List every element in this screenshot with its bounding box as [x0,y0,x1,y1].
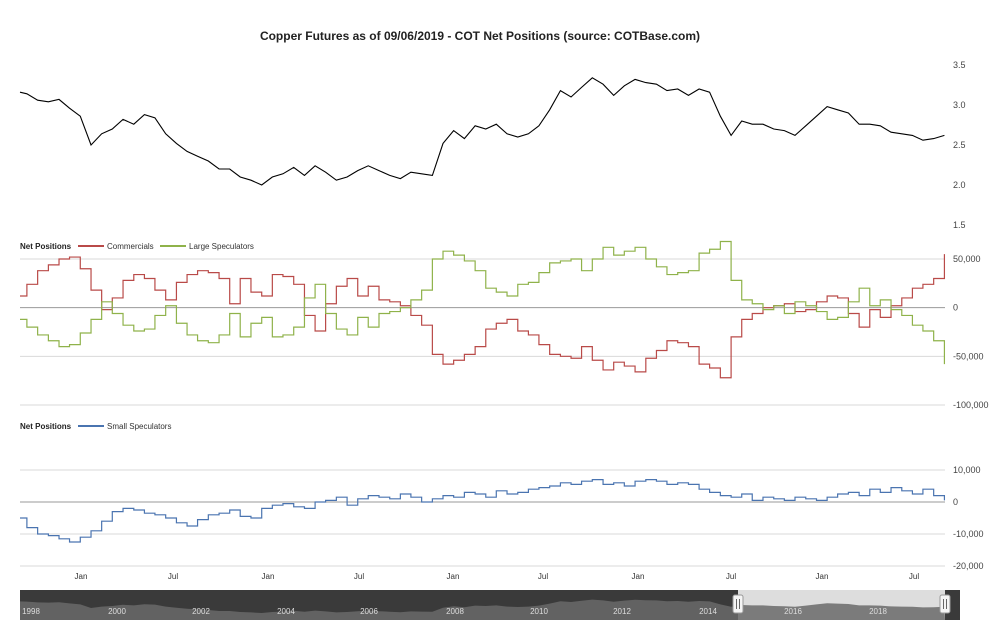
navigator-year-label: 2006 [360,607,378,616]
x-axis-label: Jan [447,572,460,581]
chart-title: Copper Futures as of 09/06/2019 - COT Ne… [260,29,700,43]
price-y-tick: 3.0 [953,100,966,110]
small-panel: Net Positions Small Speculators 10,000 0 -10… [20,422,984,571]
large-speculators-line [20,240,946,365]
price-y-tick: 2.5 [953,140,966,150]
x-axis-label: Jul [354,572,364,581]
small-speculators-line [20,479,946,543]
small-speculators-legend-label: Small Speculators [107,422,171,431]
cot-y-tick: 0 [953,303,958,313]
x-axis-label: Jan [75,572,88,581]
navigator-year-label: 2016 [784,607,802,616]
small-y-tick: 10,000 [953,465,981,475]
small-y-tick: -20,000 [953,561,984,571]
price-panel: 3.5 3.0 2.5 2.0 1.5 [19,60,966,230]
large-speculators-legend-label: Large Speculators [189,242,254,251]
x-axis: Jan Jul Jan Jul Jan Jul Jan Jul Jan Jul [75,572,920,581]
navigator-year-label: 2000 [108,607,126,616]
price-y-tick: 3.5 [953,60,966,70]
x-axis-label: Jan [262,572,275,581]
navigator-right-handle[interactable] [939,594,951,614]
x-axis-label: Jan [632,572,645,581]
small-legend: Small Speculators [78,422,171,431]
small-y-tick: -10,000 [953,529,984,539]
navigator-year-label: 2008 [446,607,464,616]
navigator-year-label: 2002 [192,607,210,616]
navigator-year-label: 2004 [277,607,295,616]
price-y-tick: 2.0 [953,180,966,190]
x-axis-label: Jul [909,572,919,581]
cot-legend: Commercials Large Speculators [78,242,254,251]
cot-panel-label: Net Positions [20,242,72,251]
navigator-year-label: 1998 [22,607,40,616]
small-y-tick: 0 [953,497,958,507]
navigator-area [20,599,945,620]
cot-y-tick: 50,000 [953,254,981,264]
x-axis-label: Jul [168,572,178,581]
cot-panel: Net Positions Commercials Large Speculator… [20,240,989,410]
navigator-left-handle[interactable] [732,594,744,614]
price-y-tick: 1.5 [953,220,966,230]
x-axis-label: Jul [538,572,548,581]
navigator-left-handle-box[interactable] [732,594,744,614]
x-axis-label: Jul [726,572,736,581]
navigator[interactable]: 1998 2000 2002 2004 2006 2008 2010 2012 2014 2016… [20,590,960,620]
cot-y-tick: -100,000 [953,400,989,410]
small-panel-label: Net Positions [20,422,72,431]
navigator-year-label: 2010 [530,607,548,616]
navigator-year-label: 2018 [869,607,887,616]
copper-price-line [19,77,945,186]
commercials-legend-label: Commercials [107,242,154,251]
navigator-year-label: 2014 [699,607,717,616]
navigator-year-label: 2012 [613,607,631,616]
navigator-right-handle-box[interactable] [939,594,951,614]
cot-y-tick: -50,000 [953,351,984,361]
x-axis-label: Jan [816,572,829,581]
